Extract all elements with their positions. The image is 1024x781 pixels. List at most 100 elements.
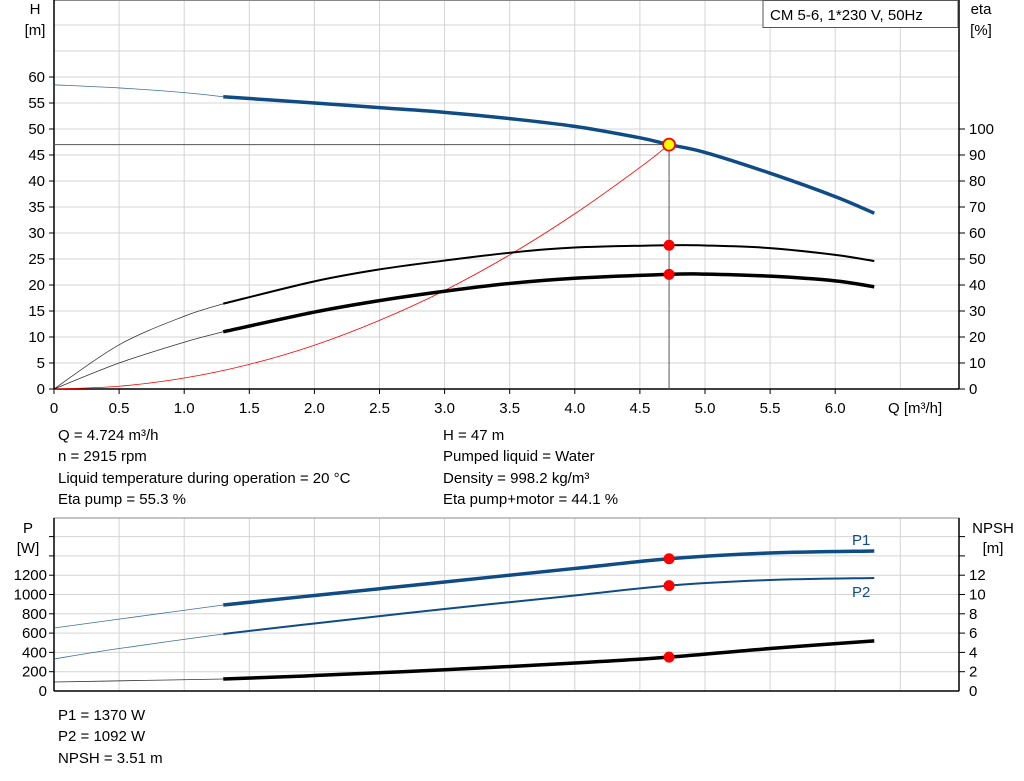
info-p2: P2 = 1092 W	[58, 728, 146, 746]
eta-tick-label: 20	[969, 329, 986, 346]
top-plot-border	[53, 0, 960, 390]
head-curve	[223, 95, 875, 215]
npsh-tick-label: 12	[969, 567, 986, 584]
p1-point	[663, 553, 675, 565]
x-tick-label: 4.5	[629, 400, 650, 417]
p-tick-label: 200	[22, 664, 47, 681]
info-eta-total: Eta pump+motor = 44.1 %	[443, 490, 619, 508]
p-axis-unit: [W]	[17, 540, 40, 557]
info-flow: Q = 4.724 m³/h	[58, 427, 159, 444]
p1-series-label: P1	[852, 532, 870, 549]
curves	[53, 84, 875, 683]
eta-tick-label: 30	[969, 303, 986, 320]
p-tick-label: 800	[22, 606, 47, 623]
h-tick-label: 20	[28, 277, 45, 294]
axis-labels: 0 0.5 1.0 1.5 2.0 2.5 3.0 3.5 4.0 4.5 5.0 5.5 6.0 0 5 1…	[14, 69, 994, 700]
x-tick-label: 5.0	[695, 400, 716, 417]
info-npsh: NPSH = 3.51 m	[58, 749, 163, 767]
eta-tick-label: 40	[969, 277, 986, 294]
x-tick-label: 0.5	[109, 400, 130, 417]
x-tick-label: 6.0	[825, 400, 846, 417]
npsh-tick-label: 2	[969, 664, 977, 681]
eta-pump-motor-curve	[222, 272, 875, 334]
eta-pump-motor-curve-thin	[53, 331, 224, 390]
info-eta-pump: Eta pump = 55.3 %	[58, 490, 186, 508]
npsh-point	[663, 651, 675, 663]
h-tick-label: 15	[28, 303, 45, 320]
npsh-tick-label: 8	[969, 606, 977, 623]
npsh-tick-label: 0	[969, 683, 977, 700]
eta-total-point	[663, 268, 675, 280]
h-axis-label: H	[30, 1, 41, 18]
p1-curve	[223, 549, 875, 607]
info-right: H = 47 m Pumped liquid = Water Density =…	[443, 425, 618, 510]
p-tick-label: 1000	[14, 587, 47, 604]
p1-curve-thin	[53, 604, 224, 629]
eta-pump-curve	[223, 244, 875, 305]
top-chart-grid	[49, 0, 965, 394]
h-tick-label: 45	[28, 147, 45, 164]
p-tick-label: 1200	[14, 567, 47, 584]
info-bottom: P1 = 1370 W P2 = 1092 W NPSH = 3.51 m	[58, 705, 163, 769]
info-density: Density = 998.2 kg/m³	[443, 469, 590, 487]
h-axis-unit: [m]	[25, 22, 46, 39]
h-tick-label: 25	[28, 251, 45, 268]
duty-point	[662, 137, 676, 152]
p-tick-label: 0	[39, 683, 47, 700]
eta-axis-label: eta	[971, 1, 993, 18]
q-axis-label: Q [m³/h]	[888, 400, 942, 417]
npsh-curve-thin	[53, 678, 224, 683]
pump-model-label: CM 5-6, 1*230 V, 50Hz	[770, 7, 923, 24]
info-speed: n = 2915 rpm	[58, 448, 147, 466]
npsh-tick-label: 10	[969, 587, 986, 604]
h-tick-label: 5	[37, 355, 45, 372]
p-axis-label: P	[23, 520, 33, 537]
x-tick-label: 1.5	[239, 400, 260, 417]
x-tick-label: 4.0	[564, 400, 585, 417]
eta-tick-label: 90	[969, 147, 986, 164]
eta-tick-label: 60	[969, 225, 986, 242]
h-tick-label: 0	[37, 381, 45, 398]
h-tick-label: 55	[28, 95, 45, 112]
eta-tick-label: 50	[969, 251, 986, 268]
info-p1: P1 = 1370 W	[58, 707, 146, 724]
h-tick-label: 30	[28, 225, 45, 242]
x-tick-label: 1.0	[174, 400, 195, 417]
npsh-axis-unit: [m]	[983, 540, 1004, 557]
info-temperature: Liquid temperature during operation = 20…	[58, 469, 351, 487]
eta-tick-label: 0	[969, 381, 977, 398]
p2-curve-thin	[53, 633, 224, 660]
legend-box	[762, 0, 959, 28]
p2-point	[663, 580, 675, 592]
eta-pump-point	[663, 239, 675, 251]
h-tick-label: 35	[28, 199, 45, 216]
p-tick-label: 400	[22, 644, 47, 661]
h-tick-label: 50	[28, 121, 45, 138]
head-curve-thin	[53, 84, 224, 98]
x-tick-label: 3.0	[434, 400, 455, 417]
npsh-axis-label: NPSH	[972, 520, 1014, 537]
npsh-curve	[223, 639, 875, 681]
h-tick-label: 60	[28, 69, 45, 86]
p2-series-label: P2	[852, 584, 870, 601]
npsh-tick-label: 6	[969, 625, 977, 642]
info-liquid: Pumped liquid = Water	[443, 448, 595, 466]
info-head: H = 47 m	[443, 427, 505, 444]
p-tick-label: 600	[22, 625, 47, 642]
eta-pump-curve-thin	[53, 303, 224, 390]
p2-curve	[223, 576, 875, 635]
eta-tick-label: 10	[969, 355, 986, 372]
x-tick-label: 5.5	[760, 400, 781, 417]
system-curve	[53, 144, 670, 390]
eta-axis-unit: [%]	[970, 22, 992, 39]
h-tick-label: 40	[28, 173, 45, 190]
h-tick-label: 10	[28, 329, 45, 346]
x-tick-label: 0	[50, 400, 58, 417]
x-tick-label: 3.5	[499, 400, 520, 417]
info-left: Q = 4.724 m³/h n = 2915 rpm Liquid tempe…	[58, 425, 350, 510]
eta-tick-label: 80	[969, 173, 986, 190]
x-tick-label: 2.0	[304, 400, 325, 417]
eta-tick-label: 100	[969, 121, 994, 138]
npsh-tick-label: 4	[969, 644, 977, 661]
